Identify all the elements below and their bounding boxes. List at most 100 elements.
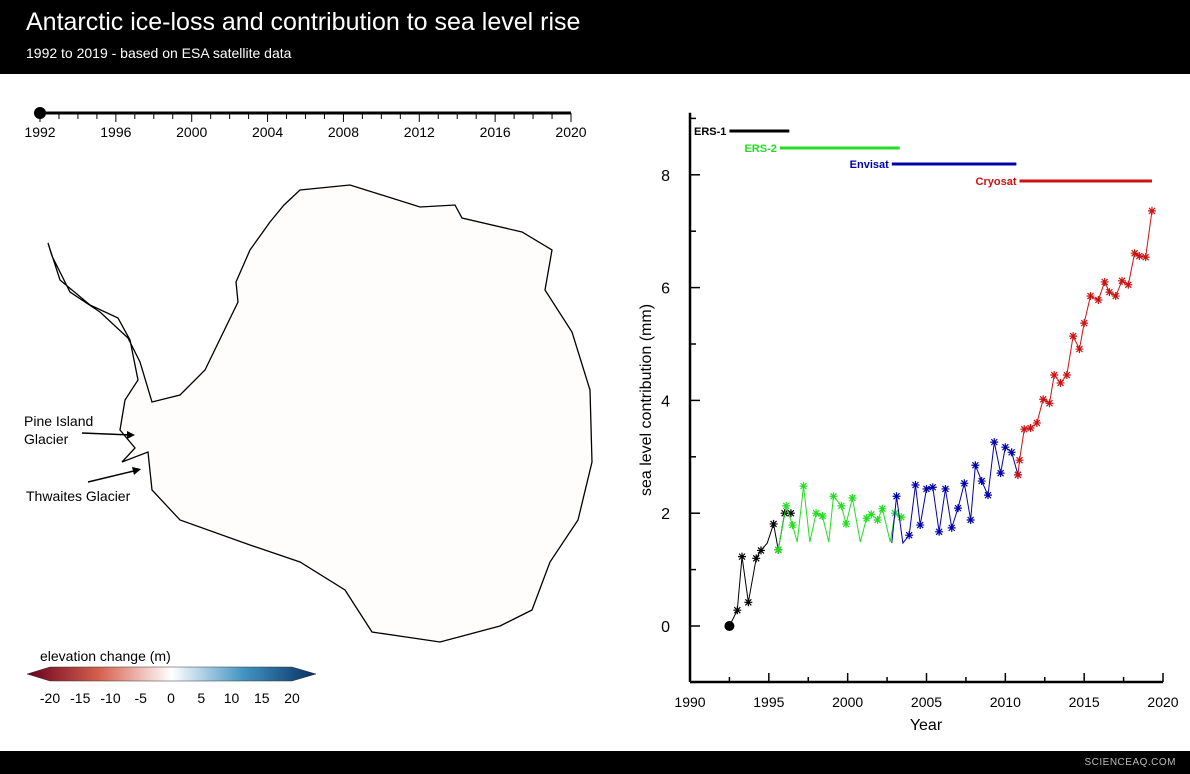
data-point <box>947 523 956 532</box>
thwaites-arrow <box>87 469 139 483</box>
data-point <box>1105 288 1114 297</box>
timeline-year-label: 1996 <box>100 124 131 140</box>
data-point <box>799 482 808 491</box>
colorbar-tick-label: -5 <box>135 690 148 706</box>
watermark: SCIENCEAQ.COM <box>1084 757 1176 768</box>
timeline-year-label: 2004 <box>252 124 283 140</box>
colorbar-tick-label: -15 <box>70 690 90 706</box>
thwaites-arrowhead <box>132 467 141 475</box>
x-tick-label: 1995 <box>753 694 784 710</box>
x-tick-label: 2000 <box>832 694 863 710</box>
x-tick-label: 2020 <box>1147 694 1178 710</box>
map-panel: 1992 1996 2000 2004 2008 2012 2016 2020 -20 -15-… <box>0 74 600 751</box>
y-tick-label: 2 <box>661 506 670 523</box>
data-point <box>1013 470 1022 479</box>
pine-island-arrow <box>81 432 133 436</box>
header: Antarctic ice-loss and contribution to s… <box>0 0 1190 74</box>
data-point <box>983 491 992 500</box>
data-point <box>1032 418 1041 427</box>
data-point <box>905 531 914 540</box>
data-point <box>878 504 887 513</box>
page-title: Antarctic ice-loss and contribution to s… <box>26 8 581 36</box>
data-point <box>1007 448 1016 457</box>
data-point <box>1050 371 1059 380</box>
data-point <box>1124 280 1133 289</box>
data-point <box>897 513 906 522</box>
colorbar-tick-label: 20 <box>284 690 300 706</box>
data-point <box>954 504 963 513</box>
thwaites-label: Thwaites Glacier <box>26 488 131 504</box>
x-tick-label: 2015 <box>1069 694 1100 710</box>
pine-island-label: Pine Island Glacier <box>24 413 94 447</box>
mission-label: Envisat <box>850 159 889 171</box>
data-point <box>1111 292 1120 301</box>
colorbar-tick-label: 5 <box>197 690 205 706</box>
x-tick-label: 2005 <box>911 694 942 710</box>
data-point <box>752 554 761 563</box>
data-point <box>977 477 986 486</box>
data-point <box>890 509 899 518</box>
data-point <box>842 519 851 528</box>
data-point <box>1094 296 1103 305</box>
map-svg: 1992 1996 2000 2004 2008 2012 2016 2020 -20 -15-… <box>24 107 593 706</box>
pine-island-arrowhead <box>127 431 135 439</box>
timeline-slider[interactable]: 1992 1996 2000 2004 2008 2012 2016 2020 <box>24 107 587 140</box>
colorbar-tick-label: 10 <box>224 690 240 706</box>
colorbar-tick-label: -10 <box>100 690 120 706</box>
data-point <box>1118 276 1127 285</box>
y-tick-label: 0 <box>661 619 670 636</box>
data-point <box>1013 470 1022 479</box>
data-point <box>1062 371 1071 380</box>
data-point <box>738 552 747 561</box>
data-point <box>788 521 797 530</box>
data-point <box>1075 345 1084 354</box>
data-point <box>862 514 871 523</box>
data-point <box>829 492 838 501</box>
data-point <box>1026 424 1035 433</box>
data-point <box>990 438 999 447</box>
data-point <box>786 509 795 518</box>
colorbar-tick-label: -20 <box>40 690 60 706</box>
x-tick-label: 2010 <box>990 694 1021 710</box>
colorbar-tick-label: 0 <box>167 690 175 706</box>
timeline-year-label: 2000 <box>176 124 207 140</box>
data-point <box>1130 249 1139 258</box>
data-point <box>812 509 821 518</box>
data-point <box>971 461 980 470</box>
timeline-year-label: 1992 <box>24 124 55 140</box>
data-point <box>782 501 791 510</box>
data-point <box>922 484 931 493</box>
data-point <box>1039 395 1048 404</box>
data-point <box>848 493 857 502</box>
data-point <box>1141 253 1150 262</box>
timeline-handle <box>34 107 46 119</box>
timeline-year-label: 2016 <box>480 124 511 140</box>
data-point <box>1080 319 1089 328</box>
timeline-year-label: 2020 <box>555 124 586 140</box>
timeline-year-label: 2008 <box>328 124 359 140</box>
mission-label: ERS-2 <box>744 143 776 155</box>
timeline-year-label: 2012 <box>404 124 435 140</box>
data-point <box>774 545 783 554</box>
data-point <box>911 481 920 489</box>
data-point <box>941 484 950 493</box>
data-point <box>1086 292 1095 301</box>
colorbar-ticks: -20 -15 -10 -5 0 5 10 15 20 <box>40 690 300 706</box>
data-point <box>818 512 827 521</box>
footer: SCIENCEAQ.COM <box>0 751 1190 774</box>
data-point <box>744 598 753 607</box>
y-axis-label: sea level contribution (mm) <box>638 304 655 496</box>
data-point <box>1045 399 1054 408</box>
data-point <box>996 469 1005 478</box>
x-tick-label: 1990 <box>674 694 705 710</box>
mission-label: ERS-1 <box>694 126 726 138</box>
y-tick-label: 4 <box>661 393 670 410</box>
data-point <box>1100 277 1109 286</box>
data-point <box>935 527 944 536</box>
antarctica-outline <box>47 184 593 643</box>
data-point <box>780 509 789 518</box>
colorbar <box>26 666 317 682</box>
series-line-envisat <box>891 442 1019 545</box>
data-point <box>1056 378 1065 387</box>
data-point <box>774 545 783 554</box>
